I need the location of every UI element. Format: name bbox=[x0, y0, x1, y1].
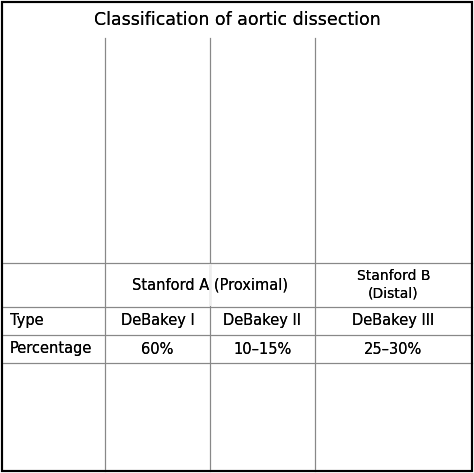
Polygon shape bbox=[157, 111, 186, 355]
Polygon shape bbox=[256, 66, 264, 84]
Text: 25–30%: 25–30% bbox=[365, 342, 423, 357]
Polygon shape bbox=[213, 121, 265, 184]
Bar bbox=[105, 263, 210, 307]
Bar bbox=[105, 335, 210, 363]
Polygon shape bbox=[235, 82, 286, 95]
Bar bbox=[210, 38, 315, 363]
Polygon shape bbox=[395, 111, 402, 354]
Polygon shape bbox=[119, 95, 142, 159]
Text: Percentage: Percentage bbox=[10, 342, 92, 357]
Bar bbox=[209, 263, 211, 306]
Text: Percentage: Percentage bbox=[10, 342, 92, 357]
Text: DeBakey III: DeBakey III bbox=[352, 314, 435, 329]
Ellipse shape bbox=[231, 123, 241, 131]
Text: DeBakey I: DeBakey I bbox=[120, 314, 194, 329]
Polygon shape bbox=[230, 95, 237, 126]
Ellipse shape bbox=[240, 125, 249, 132]
Text: 10–15%: 10–15% bbox=[233, 342, 292, 357]
Text: Classification of aortic dissection: Classification of aortic dissection bbox=[94, 11, 380, 29]
Polygon shape bbox=[266, 70, 274, 84]
Text: DeBakey III: DeBakey III bbox=[352, 314, 435, 329]
Text: 60%: 60% bbox=[141, 342, 173, 357]
Bar bbox=[2, 263, 105, 307]
Polygon shape bbox=[388, 111, 423, 354]
Bar bbox=[2, 307, 105, 335]
Text: DeBakey I: DeBakey I bbox=[120, 314, 194, 329]
Bar bbox=[105, 307, 210, 335]
Text: DeBakey II: DeBakey II bbox=[224, 314, 301, 329]
Bar bbox=[209, 264, 211, 306]
Text: 25–30%: 25–30% bbox=[365, 342, 423, 357]
Polygon shape bbox=[162, 70, 170, 84]
Polygon shape bbox=[157, 111, 170, 354]
Text: Stanford B
(Distal): Stanford B (Distal) bbox=[357, 269, 430, 301]
Bar bbox=[2, 335, 105, 363]
Polygon shape bbox=[126, 95, 134, 159]
Bar bbox=[210, 307, 315, 335]
Text: Stanford A (Proximal): Stanford A (Proximal) bbox=[132, 278, 288, 292]
Text: DeBakey II: DeBakey II bbox=[224, 314, 301, 329]
Polygon shape bbox=[346, 98, 391, 150]
Polygon shape bbox=[377, 68, 385, 83]
Ellipse shape bbox=[239, 132, 250, 143]
Polygon shape bbox=[394, 111, 417, 354]
Ellipse shape bbox=[228, 129, 241, 140]
Polygon shape bbox=[351, 94, 372, 105]
Text: Type: Type bbox=[10, 314, 44, 329]
Bar bbox=[210, 263, 315, 307]
Bar bbox=[315, 263, 472, 307]
Text: 10–15%: 10–15% bbox=[233, 342, 292, 357]
Bar bbox=[210, 335, 315, 363]
Bar bbox=[315, 307, 472, 335]
Polygon shape bbox=[352, 104, 385, 144]
Polygon shape bbox=[208, 113, 272, 193]
Polygon shape bbox=[364, 81, 419, 95]
Text: Classification of aortic dissection: Classification of aortic dissection bbox=[94, 11, 380, 29]
Bar bbox=[315, 335, 472, 363]
Polygon shape bbox=[246, 69, 255, 84]
Polygon shape bbox=[152, 66, 159, 84]
Polygon shape bbox=[225, 95, 246, 126]
Polygon shape bbox=[116, 104, 152, 144]
Polygon shape bbox=[346, 94, 375, 105]
Text: Stanford A (Proximal): Stanford A (Proximal) bbox=[132, 278, 288, 292]
Polygon shape bbox=[129, 82, 182, 95]
Bar bbox=[105, 38, 210, 363]
Polygon shape bbox=[264, 111, 285, 354]
Polygon shape bbox=[388, 65, 395, 83]
Text: 60%: 60% bbox=[141, 342, 173, 357]
Polygon shape bbox=[359, 79, 423, 95]
Polygon shape bbox=[409, 134, 442, 235]
Text: Stanford B
(Distal): Stanford B (Distal) bbox=[357, 269, 430, 301]
Ellipse shape bbox=[129, 171, 139, 179]
Text: Type: Type bbox=[10, 314, 44, 329]
Ellipse shape bbox=[120, 164, 133, 174]
Polygon shape bbox=[398, 69, 405, 83]
Bar bbox=[315, 38, 472, 363]
Polygon shape bbox=[142, 69, 149, 84]
